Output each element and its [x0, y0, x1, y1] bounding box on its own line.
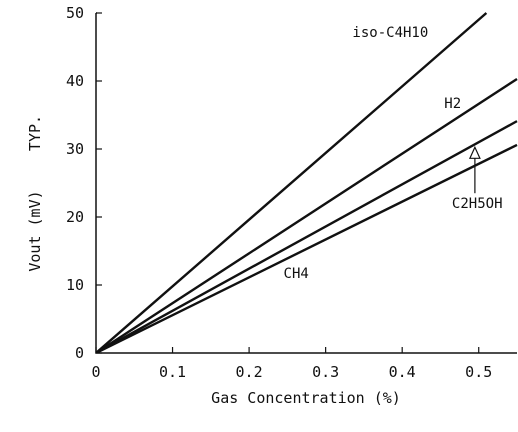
x-axis-label: Gas Concentration (%) [211, 389, 401, 407]
y-tick-label: 30 [66, 140, 84, 158]
x-tick-label: 0 [91, 363, 100, 381]
y-axis-label: Vout (mV) [26, 190, 44, 271]
y-tick-label: 40 [66, 72, 84, 90]
series-label-h2: H2 [444, 96, 461, 112]
x-tick-label: 0.5 [465, 363, 492, 381]
x-tick-label: 0.2 [236, 363, 263, 381]
y-tick-label: 20 [66, 208, 84, 226]
y-tick-label: 0 [75, 344, 84, 362]
x-tick-label: 0.1 [159, 363, 186, 381]
plot-frame [95, 13, 517, 354]
series-line-ch4 [96, 143, 518, 353]
y-tick-label: 10 [66, 276, 84, 294]
y-axis-label-suffix: TYP. [26, 115, 44, 151]
series-line-c2h5oh [96, 120, 518, 353]
arrow-head [468, 145, 481, 159]
series-labels: iso-C4H10 H2 C2H5OH CH4 [284, 25, 503, 282]
series-line-iso-c4h10 [96, 12, 488, 353]
series-label-c2h5oh: C2H5OH [452, 196, 503, 212]
series-lines [96, 12, 518, 353]
axes: 0 0.1 0.2 0.3 0.4 0.5 0 10 20 30 40 50 [66, 4, 517, 381]
series-label-iso-c4h10: iso-C4H10 [352, 25, 428, 41]
x-tick-label: 0.3 [312, 363, 339, 381]
annotation-arrow [468, 145, 481, 194]
series-label-ch4: CH4 [284, 266, 309, 282]
y-tick-label: 50 [66, 4, 84, 22]
x-tick-label: 0.4 [389, 363, 416, 381]
series-line-h2 [96, 77, 518, 353]
